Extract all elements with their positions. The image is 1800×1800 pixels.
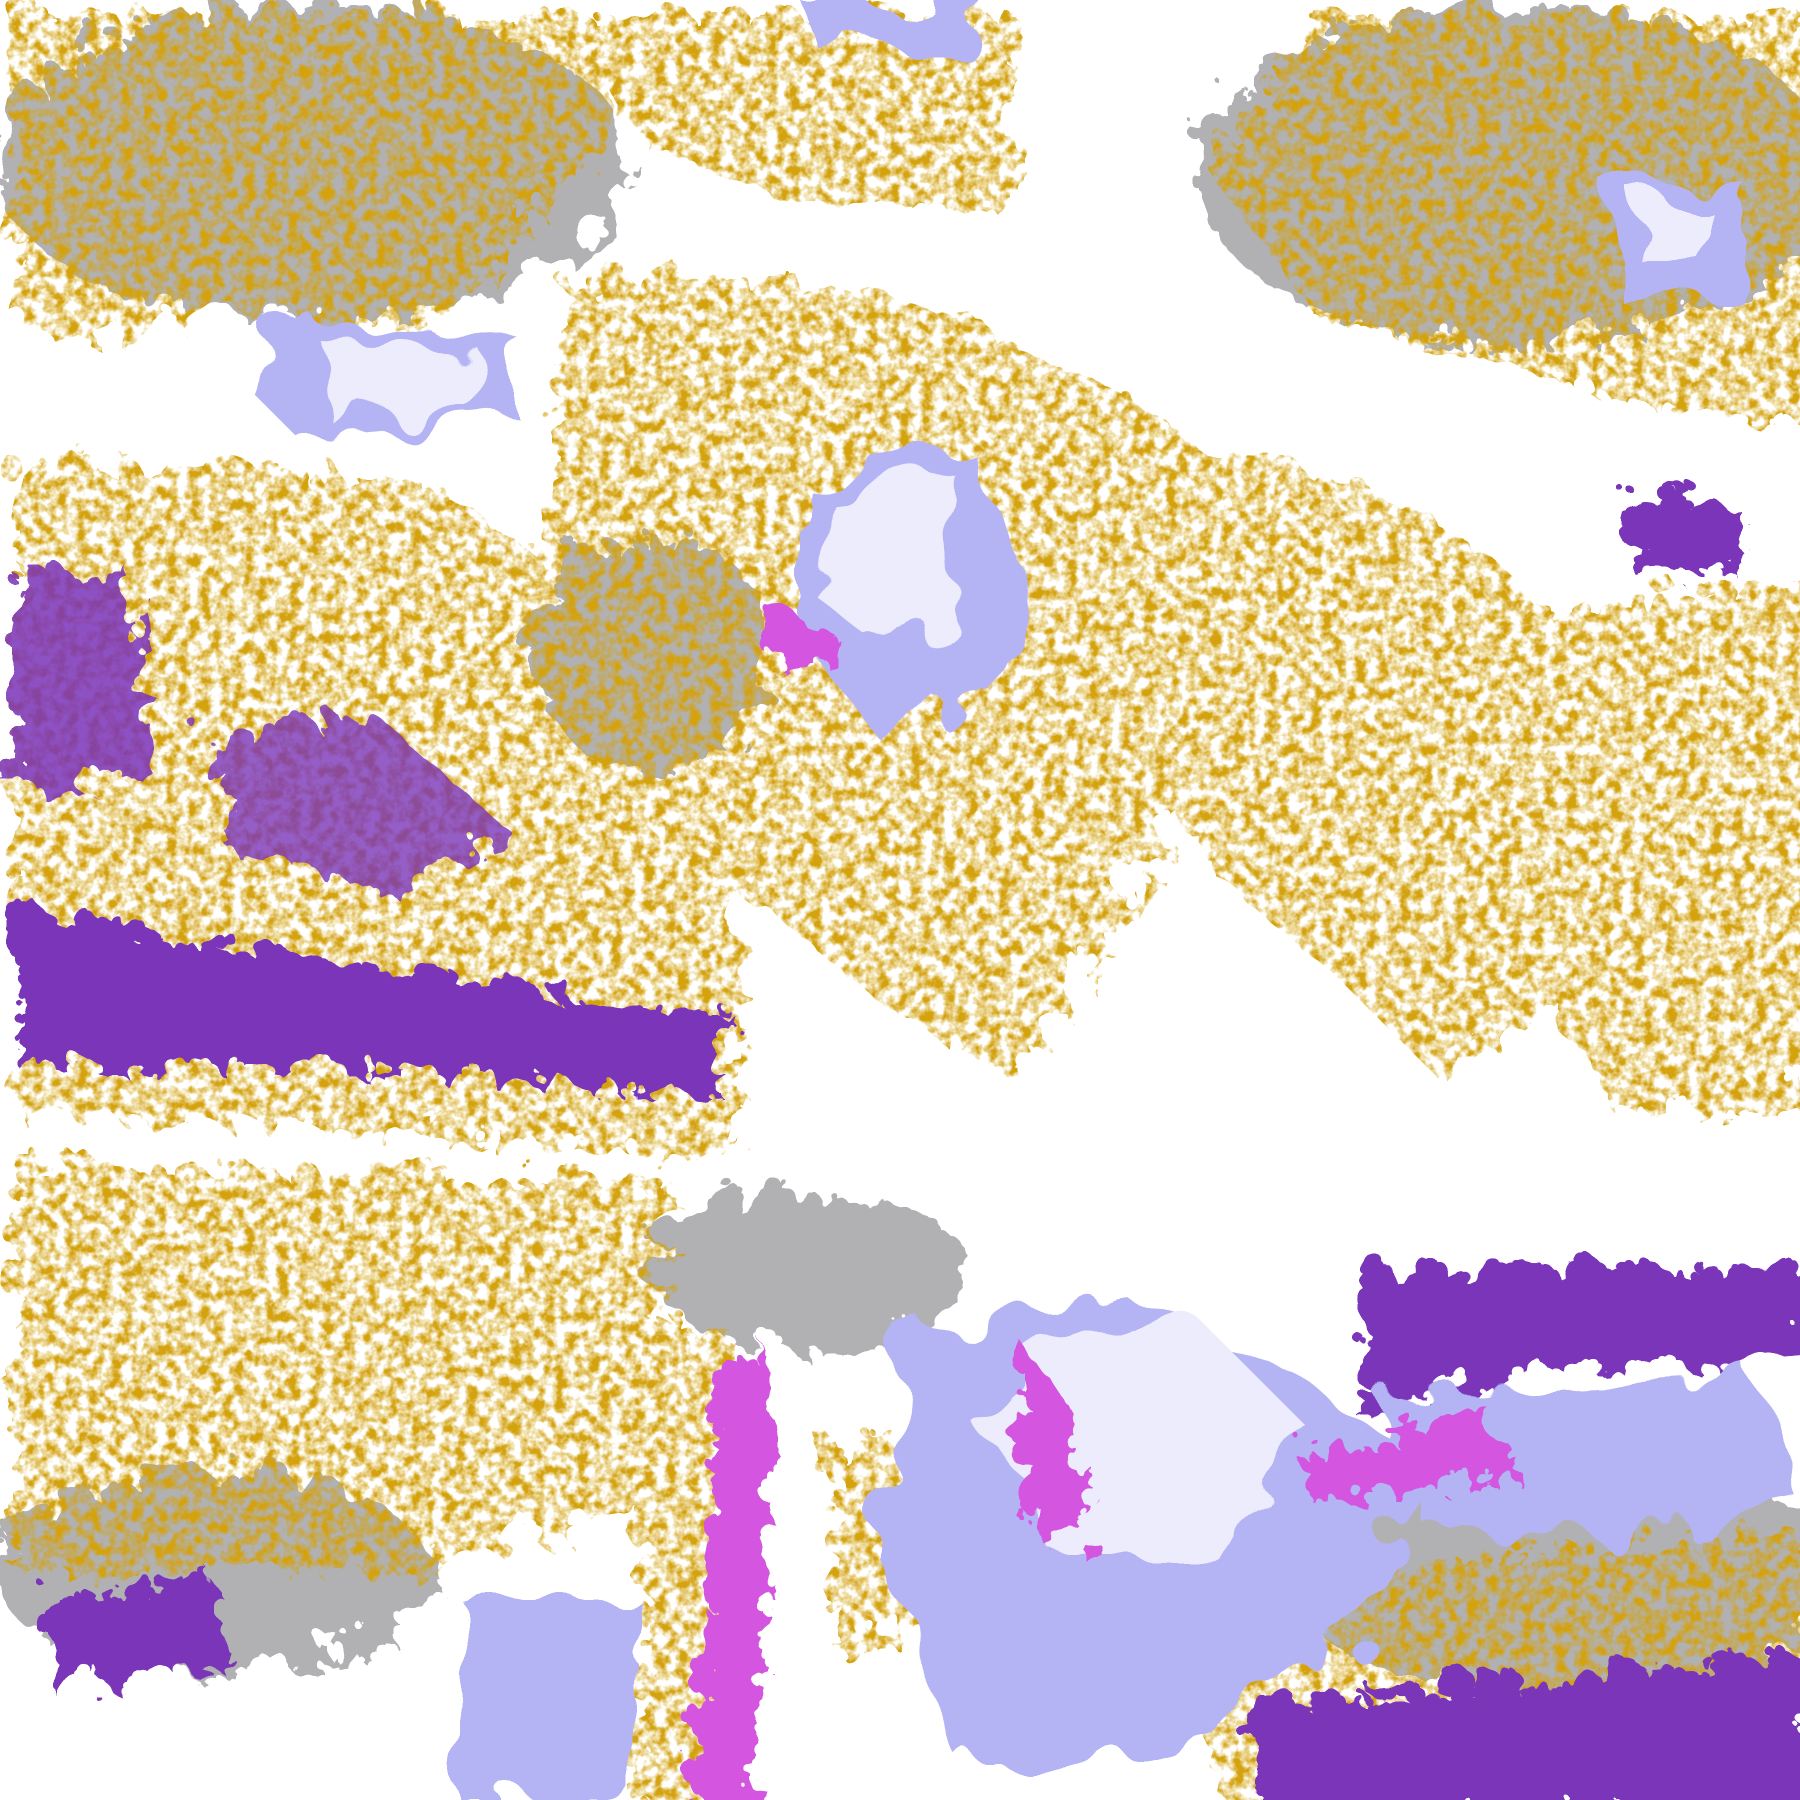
high-cloud-layer [680, 600, 1500, 1800]
mid-cloud-layer [0, 480, 1800, 1800]
